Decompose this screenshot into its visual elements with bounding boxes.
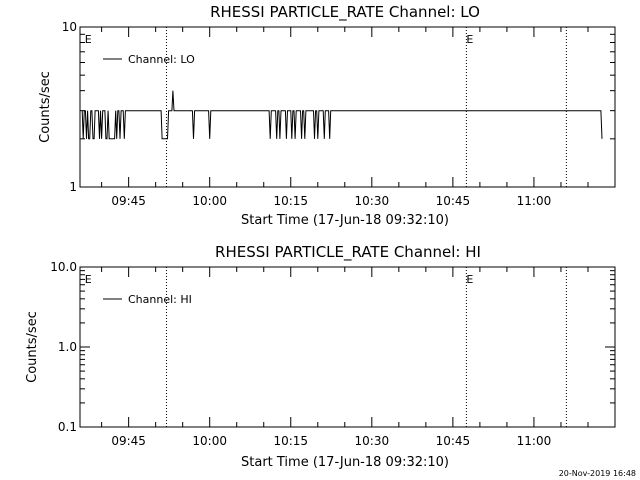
panel-lo-vlines: [165, 27, 567, 187]
lo-ytick-label-1: 10: [62, 20, 77, 34]
panel-hi-legend-label: Channel: HI: [128, 293, 192, 306]
hi-xtick-label-2: 10:15: [273, 434, 308, 448]
hi-xtick-label-3: 10:30: [355, 434, 390, 448]
footer-timestamp: 20-Nov-2019 16:48: [559, 469, 636, 478]
lo-xtick-label-0: 09:45: [111, 194, 146, 208]
hi-ytick-label-0: 0.1: [58, 420, 77, 434]
panel-hi-y-ticks: 0.1 1.0 10.0: [50, 260, 615, 434]
lo-event-marker-0: E: [85, 33, 92, 46]
hi-event-marker-0: E: [85, 273, 92, 286]
hi-xtick-label-0: 09:45: [111, 434, 146, 448]
lo-xtick-label-3: 10:30: [355, 194, 390, 208]
panel-hi-title: RHESSI PARTICLE_RATE Channel: HI: [215, 243, 481, 262]
panel-lo-ylabel: Counts/sec: [38, 71, 53, 143]
panel-hi-vlines: [165, 267, 567, 427]
lo-xtick-label-1: 10:00: [192, 194, 227, 208]
hi-ytick-label-1: 1.0: [58, 340, 77, 354]
lo-xtick-label-2: 10:15: [273, 194, 308, 208]
hi-event-marker-1: E: [466, 273, 473, 286]
panel-lo-xlabel: Start Time (17-Jun-18 09:32:10): [241, 213, 449, 228]
panel-lo-y-ticks: 1 10: [62, 20, 615, 194]
panel-hi-frame: [79, 266, 616, 428]
panel-hi-xlabel: Start Time (17-Jun-18 09:32:10): [241, 455, 449, 470]
panel-lo-frame: [79, 26, 616, 188]
lo-xtick-label-5: 11:00: [517, 194, 552, 208]
panel-hi-ylabel: Counts/sec: [25, 311, 40, 383]
lo-event-marker-1: E: [466, 33, 473, 46]
hi-ytick-label-2: 10.0: [50, 260, 77, 274]
panel-hi-x-ticks: 09:45 10:00 10:15 10:30 10:45 11:00: [101, 267, 589, 448]
panel-lo-legend-label: Channel: LO: [128, 53, 195, 66]
hi-xtick-label-1: 10:00: [192, 434, 227, 448]
hi-xtick-label-5: 11:00: [517, 434, 552, 448]
lo-xtick-label-4: 10:45: [436, 194, 471, 208]
panel-lo-x-ticks: 09:45 10:00 10:15 10:30 10:45 11:00: [101, 27, 589, 208]
hi-xtick-label-4: 10:45: [436, 434, 471, 448]
panel-lo-series-line: [81, 90, 603, 140]
lo-ytick-label-0: 1: [69, 180, 77, 194]
panel-lo-title: RHESSI PARTICLE_RATE Channel: LO: [210, 3, 480, 22]
